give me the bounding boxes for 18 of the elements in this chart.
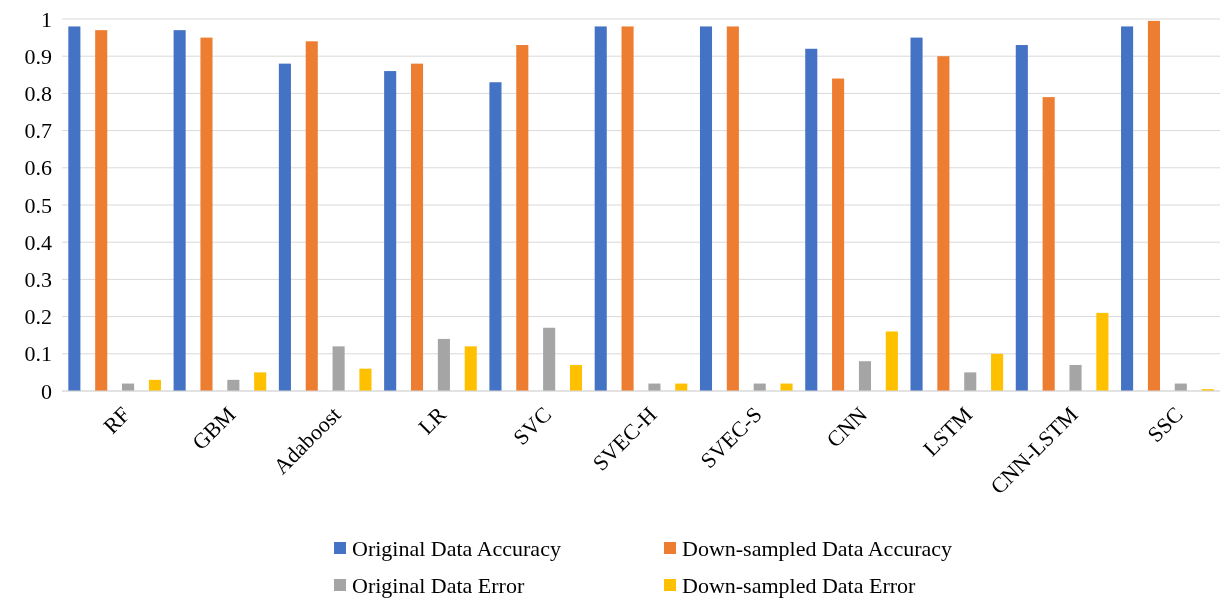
y-tick-label: 0.9	[24, 43, 52, 69]
x-tick-label: RF	[98, 401, 136, 439]
legend-label: Original Data Error	[352, 572, 525, 598]
x-tick-label: LR	[413, 401, 452, 440]
y-tick-label: 0.5	[24, 192, 52, 218]
y-tick-label: 0.4	[24, 229, 52, 255]
x-tick-label: SSC	[1142, 401, 1188, 448]
y-tick-label: 0	[41, 378, 52, 404]
legend-label: Original Data Accuracy	[352, 535, 561, 561]
y-tick-label: 0.3	[24, 266, 52, 292]
y-tick-label: 0.6	[24, 155, 52, 181]
y-tick-label: 0.1	[24, 341, 52, 367]
y-tick-label: 0.8	[24, 80, 52, 106]
y-tick-label: 0.2	[24, 304, 52, 330]
y-tick-label: 0.7	[24, 118, 52, 144]
y-tick-label: 1	[41, 6, 52, 32]
legend-label: Down-sampled Data Accuracy	[682, 535, 953, 561]
legend-label: Down-sampled Data Error	[682, 572, 917, 598]
